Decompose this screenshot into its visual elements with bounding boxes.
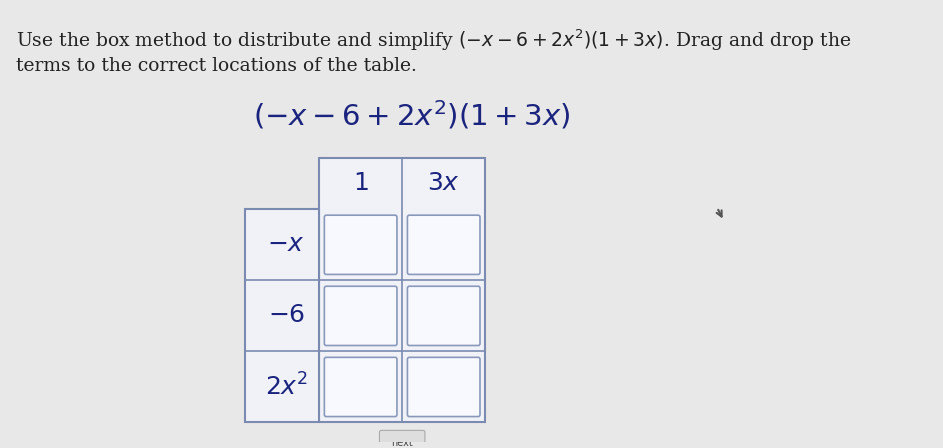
- Text: $1$: $1$: [353, 172, 369, 195]
- Text: $\left(-x-6+2x^2\right)\left(1+3x\right)$: $\left(-x-6+2x^2\right)\left(1+3x\right)…: [253, 99, 571, 132]
- Bar: [319, 158, 486, 422]
- Text: $2x^2$: $2x^2$: [265, 373, 308, 401]
- Text: terms to the correct locations of the table.: terms to the correct locations of the ta…: [16, 57, 417, 75]
- Bar: [245, 209, 319, 422]
- Text: Use the box method to distribute and simplify $(-x - 6 + 2x^2)(1 + 3x)$. Drag an: Use the box method to distribute and sim…: [16, 28, 852, 53]
- FancyBboxPatch shape: [324, 215, 397, 275]
- FancyBboxPatch shape: [324, 358, 397, 417]
- Text: $3x$: $3x$: [427, 172, 460, 195]
- FancyBboxPatch shape: [407, 286, 480, 345]
- Text: next: next: [391, 438, 413, 448]
- FancyBboxPatch shape: [379, 431, 425, 448]
- Text: $-x$: $-x$: [268, 233, 306, 256]
- FancyBboxPatch shape: [407, 358, 480, 417]
- Text: $-6$: $-6$: [268, 304, 305, 327]
- FancyBboxPatch shape: [407, 215, 480, 275]
- FancyBboxPatch shape: [324, 286, 397, 345]
